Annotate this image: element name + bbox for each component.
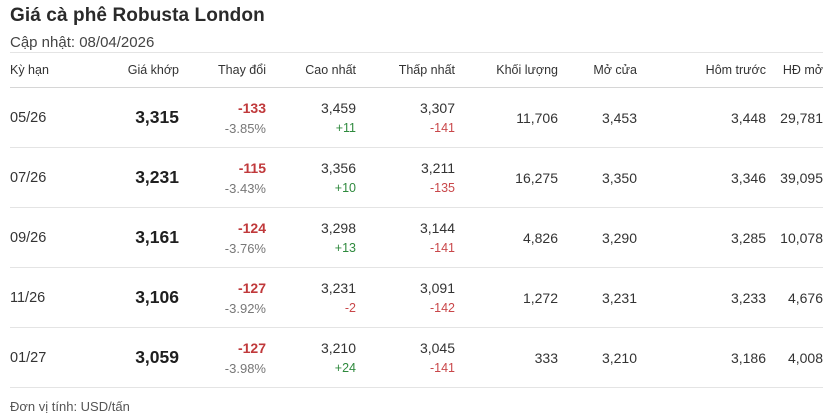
open: 3,290 bbox=[558, 207, 637, 268]
table-row: 11/26 3,106 -127 -3.92% 3,231 -2 3,091 -… bbox=[10, 267, 823, 328]
col-open: Mở cửa bbox=[558, 52, 637, 88]
change-cell: -124 -3.76% bbox=[179, 207, 266, 268]
high-cell: 3,298 +13 bbox=[266, 207, 356, 268]
change-pct: -3.85% bbox=[224, 120, 266, 136]
col-high: Cao nhất bbox=[266, 52, 356, 88]
change-cell: -127 -3.98% bbox=[179, 327, 266, 388]
term: 05/26 bbox=[10, 87, 80, 148]
change: -124 bbox=[237, 219, 266, 236]
low: 3,091 bbox=[419, 279, 455, 296]
high-diff: -2 bbox=[344, 300, 356, 315]
table-row: 09/26 3,161 -124 -3.76% 3,298 +13 3,144 … bbox=[10, 207, 823, 268]
low-diff: -141 bbox=[429, 120, 455, 135]
col-low: Thấp nhất bbox=[356, 52, 455, 88]
price: 3,315 bbox=[80, 87, 179, 148]
change-cell: -133 -3.85% bbox=[179, 87, 266, 148]
price: 3,161 bbox=[80, 207, 179, 268]
change-pct: -3.92% bbox=[224, 300, 266, 316]
low: 3,211 bbox=[421, 159, 455, 176]
low-cell: 3,307 -141 bbox=[356, 87, 455, 148]
high: 3,231 bbox=[320, 279, 356, 296]
table-row: 05/26 3,315 -133 -3.85% 3,459 +11 3,307 … bbox=[10, 87, 823, 148]
change: -127 bbox=[237, 279, 266, 296]
updated-date: Cập nhật: 08/04/2026 bbox=[10, 34, 155, 51]
open-interest: 4,008 bbox=[766, 327, 823, 388]
high-cell: 3,231 -2 bbox=[266, 267, 356, 328]
volume: 333 bbox=[455, 327, 558, 388]
col-change: Thay đổi bbox=[179, 52, 266, 88]
change-pct: -3.43% bbox=[224, 180, 266, 196]
low: 3,307 bbox=[419, 99, 455, 116]
col-term: Kỳ hạn bbox=[10, 52, 80, 88]
high: 3,356 bbox=[320, 159, 356, 176]
change: -115 bbox=[238, 159, 266, 176]
prev: 3,448 bbox=[637, 87, 766, 148]
col-open-interest: HĐ mở bbox=[766, 52, 823, 88]
high-diff: +11 bbox=[335, 120, 356, 135]
low-diff: -142 bbox=[429, 300, 455, 315]
prev: 3,186 bbox=[637, 327, 766, 388]
term: 09/26 bbox=[10, 207, 80, 268]
table-row: 01/27 3,059 -127 -3.98% 3,210 +24 3,045 … bbox=[10, 327, 823, 388]
low: 3,045 bbox=[419, 339, 455, 356]
volume: 4,826 bbox=[455, 207, 558, 268]
price: 3,231 bbox=[80, 147, 179, 208]
open-interest: 29,781 bbox=[766, 87, 823, 148]
high-cell: 3,210 +24 bbox=[266, 327, 356, 388]
open-interest: 39,095 bbox=[766, 147, 823, 208]
open: 3,453 bbox=[558, 87, 637, 148]
open-interest: 10,078 bbox=[766, 207, 823, 268]
high: 3,298 bbox=[320, 219, 356, 236]
prev: 3,346 bbox=[637, 147, 766, 208]
table-row: 07/26 3,231 -115 -3.43% 3,356 +10 3,211 … bbox=[10, 147, 823, 208]
high-cell: 3,356 +10 bbox=[266, 147, 356, 208]
open: 3,231 bbox=[558, 267, 637, 328]
open-interest: 4,676 bbox=[766, 267, 823, 328]
low-diff: -141 bbox=[429, 360, 455, 375]
low-cell: 3,045 -141 bbox=[356, 327, 455, 388]
high-diff: +24 bbox=[334, 360, 356, 375]
low-cell: 3,144 -141 bbox=[356, 207, 455, 268]
high-diff: +13 bbox=[334, 240, 356, 255]
high: 3,210 bbox=[320, 339, 356, 356]
volume: 1,272 bbox=[455, 267, 558, 328]
low: 3,144 bbox=[419, 219, 455, 236]
price-table: Kỳ hạn Giá khớp Thay đổi Cao nhất Thấp n… bbox=[10, 52, 823, 388]
price: 3,059 bbox=[80, 327, 179, 388]
low-diff: -135 bbox=[429, 180, 455, 195]
open: 3,350 bbox=[558, 147, 637, 208]
high-diff: +10 bbox=[334, 180, 356, 195]
term: 01/27 bbox=[10, 327, 80, 388]
prev: 3,285 bbox=[637, 207, 766, 268]
col-prev: Hôm trước bbox=[637, 52, 766, 88]
unit-note: Đơn vị tính: USD/tấn bbox=[10, 399, 130, 414]
change-cell: -115 -3.43% bbox=[179, 147, 266, 208]
change-cell: -127 -3.92% bbox=[179, 267, 266, 328]
col-price: Giá khớp bbox=[80, 52, 179, 88]
term: 11/26 bbox=[10, 267, 80, 328]
low-cell: 3,091 -142 bbox=[356, 267, 455, 328]
change: -127 bbox=[237, 339, 266, 356]
low-diff: -141 bbox=[429, 240, 455, 255]
prev: 3,233 bbox=[637, 267, 766, 328]
low-cell: 3,211 -135 bbox=[356, 147, 455, 208]
term: 07/26 bbox=[10, 147, 80, 208]
change-pct: -3.98% bbox=[224, 360, 266, 376]
change-pct: -3.76% bbox=[224, 240, 266, 256]
price: 3,106 bbox=[80, 267, 179, 328]
volume: 11,706 bbox=[455, 87, 558, 148]
high: 3,459 bbox=[320, 99, 356, 116]
table-header-row: Kỳ hạn Giá khớp Thay đổi Cao nhất Thấp n… bbox=[10, 52, 823, 88]
high-cell: 3,459 +11 bbox=[266, 87, 356, 148]
page-title: Giá cà phê Robusta London bbox=[10, 5, 265, 26]
change: -133 bbox=[237, 99, 266, 116]
open: 3,210 bbox=[558, 327, 637, 388]
col-volume: Khối lượng bbox=[455, 52, 558, 88]
volume: 16,275 bbox=[455, 147, 558, 208]
